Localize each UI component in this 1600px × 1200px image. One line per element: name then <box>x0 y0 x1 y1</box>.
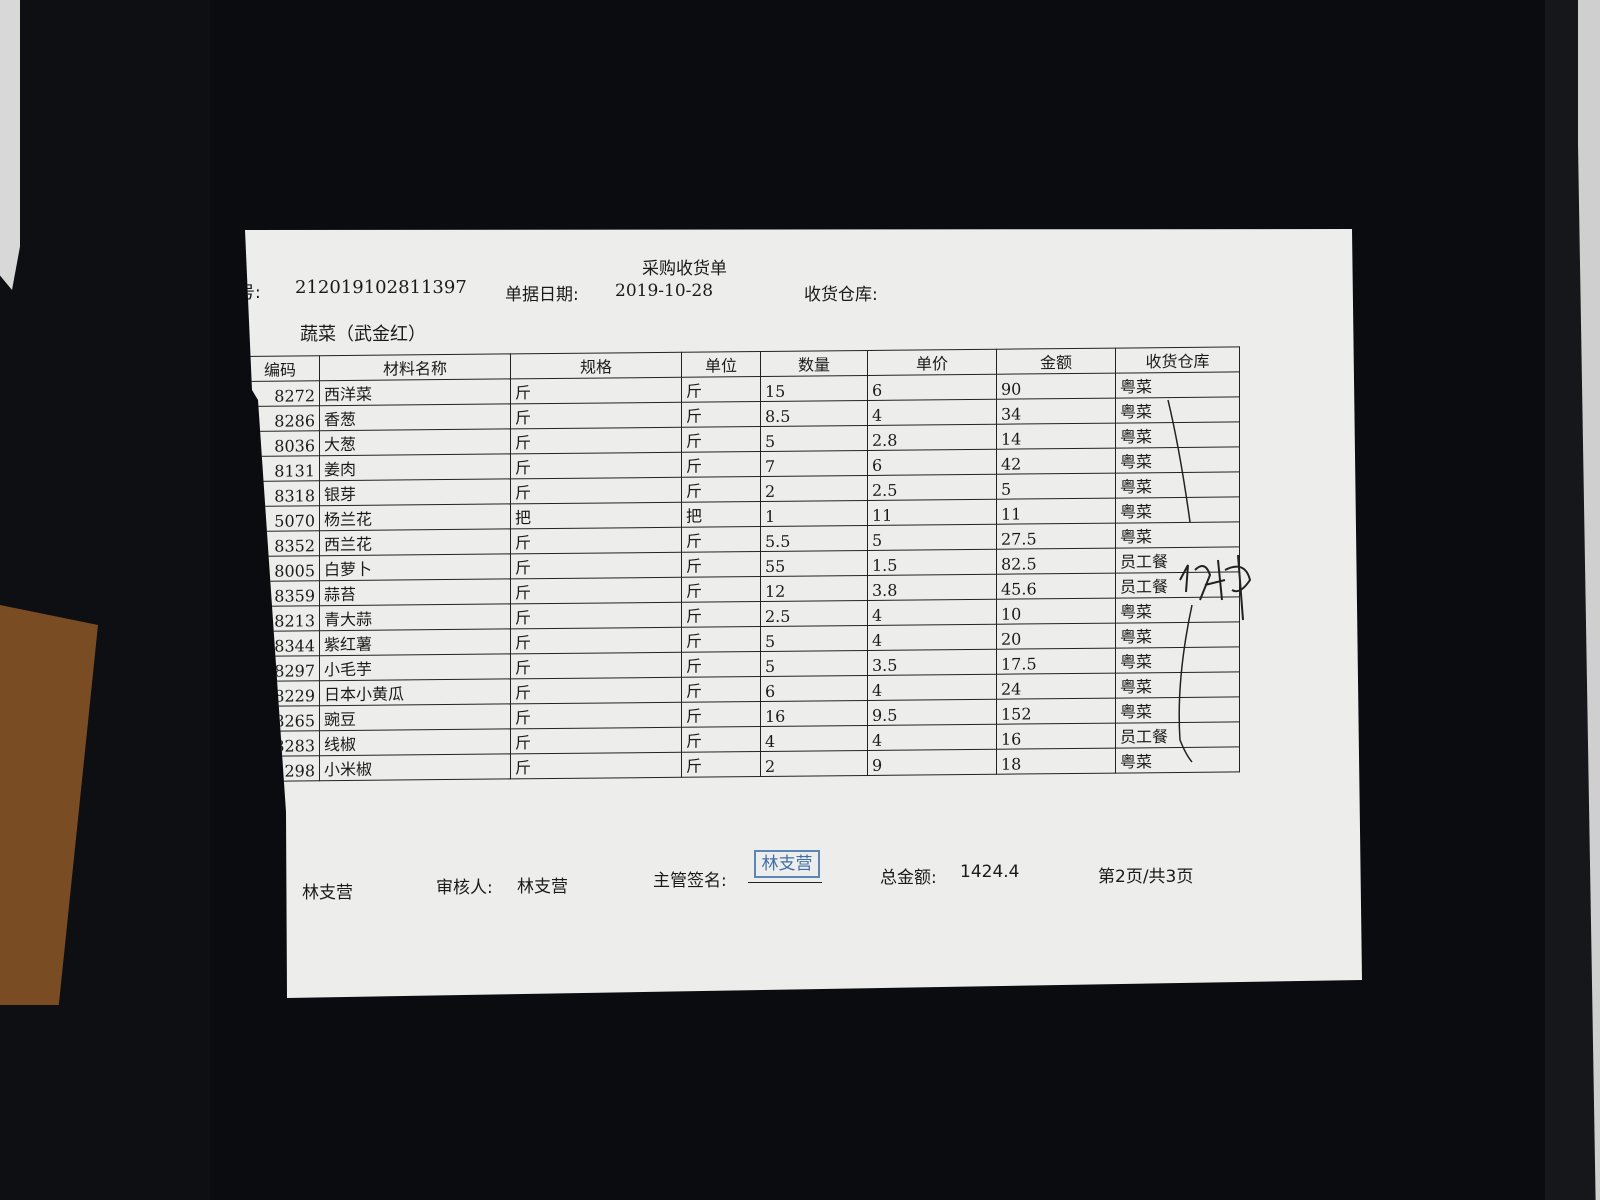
maker-name: 林支营 <box>302 883 353 903</box>
reviewer-name: 林支营 <box>517 877 568 897</box>
supplier-label: ： <box>238 325 255 345</box>
date-label: 单据日期: <box>505 285 579 305</box>
handwritten-bracket-line <box>1178 604 1193 763</box>
supervisor-stamp: 林支营 <box>754 850 820 878</box>
page-indicator: 第2页/共3页 <box>1098 867 1194 887</box>
supplier: 蔬菜（武金红） <box>300 324 426 345</box>
total-amount: 1424.4 <box>960 862 1020 882</box>
total-label: 总金额: <box>880 868 937 888</box>
supervisor-label: 主管签名: <box>653 871 727 891</box>
handwritten-signature <box>1179 554 1252 621</box>
dark-background <box>0 0 210 1200</box>
reviewer-label: 审核人: <box>436 878 493 898</box>
background-paper-edge <box>0 0 20 290</box>
signature-underline <box>748 882 822 883</box>
doc-no: 212019102811397 <box>295 277 467 298</box>
document-title: 采购收货单 <box>642 259 727 279</box>
handwritten-bracket-line <box>1167 399 1191 523</box>
doc-no-label: 号: <box>238 283 261 303</box>
warehouse-label: 收货仓库: <box>804 285 878 305</box>
doc-date: 2019-10-28 <box>615 281 714 301</box>
